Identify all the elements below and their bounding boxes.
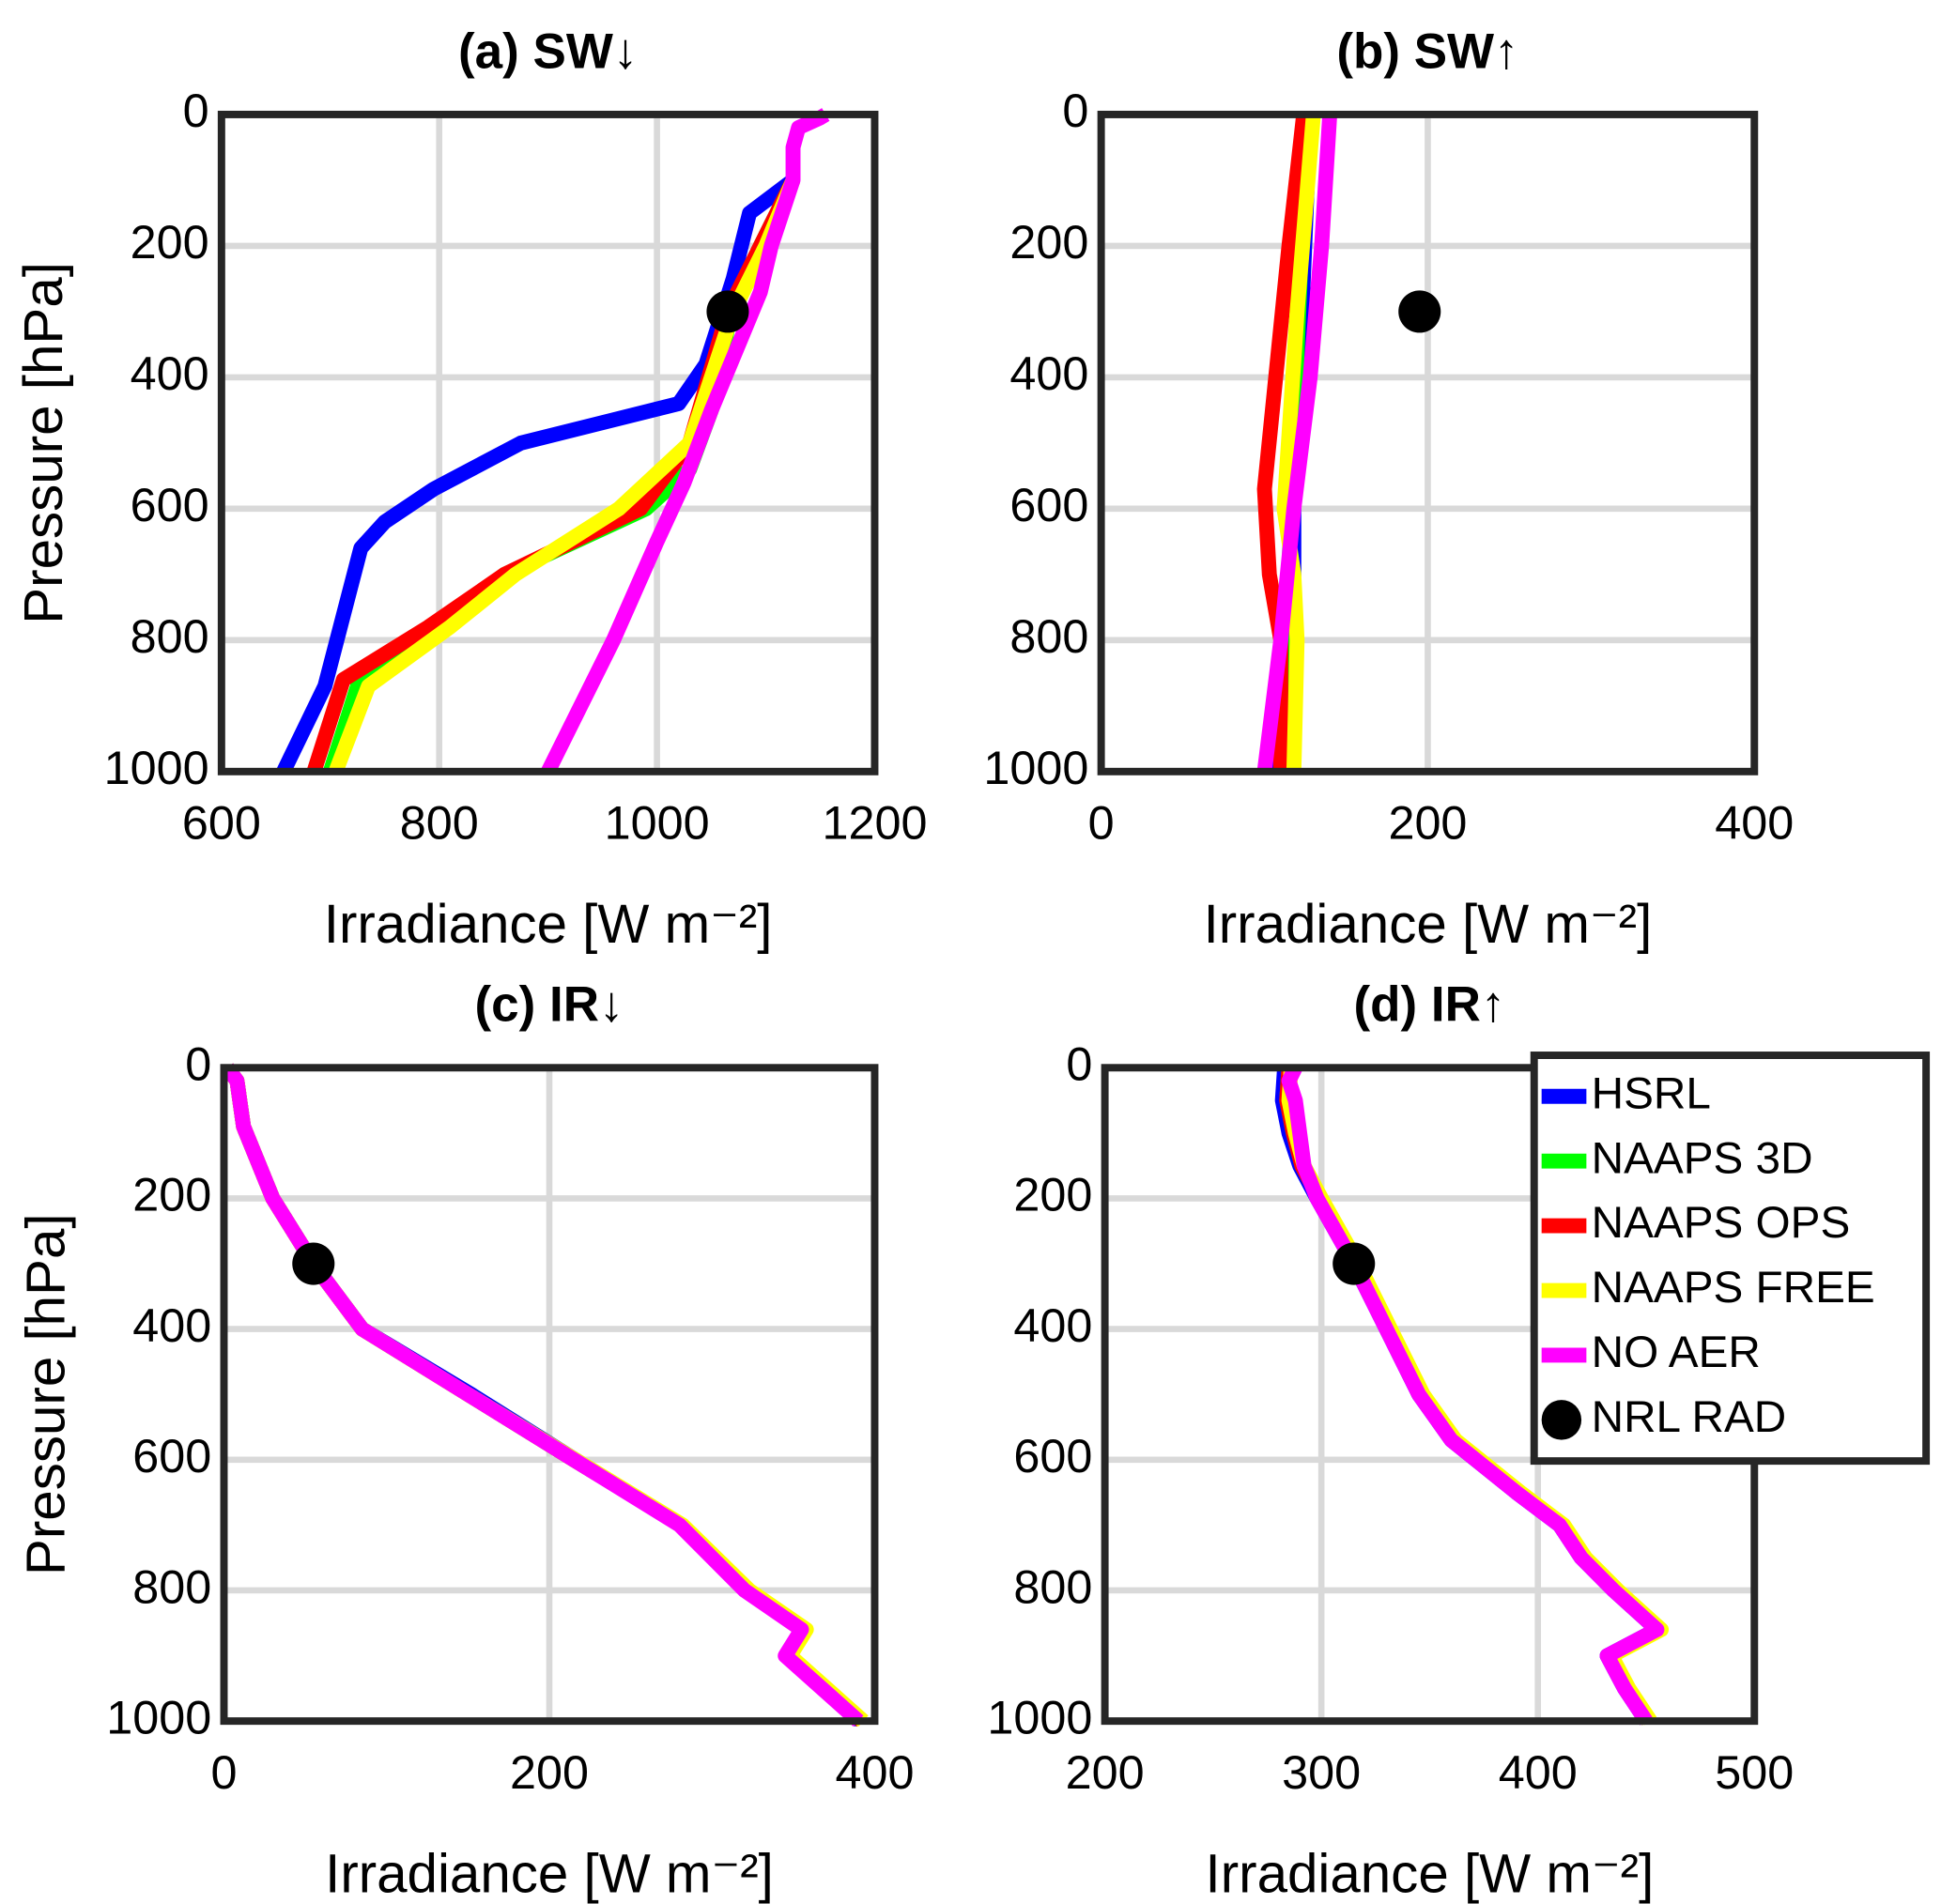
series-line — [276, 174, 798, 775]
x-tick-label: 0 — [1088, 795, 1115, 849]
x-axis-label: Irradiance [W m⁻²] — [1206, 1844, 1655, 1904]
series-line — [1281, 1064, 1665, 1726]
panel: 0 200 400 0 200 400 600 800 1000 (c) IR↓ Irradianc… — [15, 977, 914, 1904]
x-tick-label: 800 — [400, 795, 479, 849]
legend-box — [1530, 1052, 1931, 1466]
series-group — [1274, 1064, 1670, 1726]
y-tick-label: 800 — [132, 1559, 211, 1613]
x-tick-label: 200 — [510, 1745, 589, 1799]
y-tick-label: 400 — [132, 1298, 211, 1352]
y-axis-label: Pressure [hPa] — [15, 1213, 76, 1575]
y-tick-label: 0 — [1062, 84, 1088, 137]
legend-label: NAAPS FREE — [1592, 1263, 1875, 1313]
y-tick-label: 200 — [1009, 215, 1088, 269]
y-tick-label: 1000 — [983, 741, 1088, 794]
y-tick-label: 200 — [132, 1168, 211, 1221]
series-line — [329, 177, 800, 775]
x-axis-label: Irradiance [W m⁻²] — [325, 1844, 774, 1904]
y-axis-label: Pressure [hPa] — [13, 262, 74, 624]
point — [706, 290, 749, 333]
series-line — [223, 1063, 866, 1727]
y-tick-label: 800 — [1009, 609, 1088, 663]
x-tick-label: 1000 — [605, 795, 710, 849]
y-tick-label: 400 — [131, 346, 209, 400]
y-tick-label: 200 — [131, 215, 209, 269]
series-line — [223, 1063, 867, 1727]
point — [1333, 1242, 1376, 1285]
y-tick-label: 600 — [1009, 478, 1088, 531]
legend-label: NAAPS OPS — [1592, 1198, 1851, 1248]
y-tick-label: 800 — [131, 609, 209, 663]
plot-frame — [1097, 110, 1759, 775]
legend-label: HSRL — [1592, 1068, 1711, 1118]
point — [292, 1242, 335, 1285]
series-line — [541, 108, 830, 775]
x-tick-label: 300 — [1282, 1745, 1361, 1799]
series-line — [306, 177, 800, 775]
legend-label: NAAPS 3D — [1592, 1133, 1813, 1183]
y-tick-label: 200 — [1013, 1168, 1092, 1221]
y-tick-label: 1000 — [987, 1690, 1092, 1743]
x-axis-label: Irradiance [W m⁻²] — [1204, 894, 1653, 955]
x-tick-label: 500 — [1715, 1745, 1794, 1799]
chart-title: (a) SW↓ — [458, 23, 638, 79]
y-tick-label: 0 — [183, 84, 209, 137]
point — [1398, 290, 1441, 333]
legend-label: NRL RAD — [1592, 1392, 1787, 1442]
series-line — [223, 1063, 867, 1727]
x-tick-label: 400 — [1499, 1745, 1578, 1799]
series-line — [223, 1063, 869, 1727]
chart-title: (d) IR↑ — [1353, 977, 1505, 1033]
x-tick-label: 400 — [835, 1745, 914, 1799]
y-tick-label: 600 — [131, 478, 209, 531]
legend-marker — [1541, 1400, 1582, 1440]
y-tick-label: 800 — [1013, 1559, 1092, 1613]
panel: 0 200 400 0 200 400 600 800 1000 (b) SW↑ Irradianc… — [983, 23, 1794, 955]
x-tick-label: 0 — [211, 1745, 238, 1799]
y-tick-label: 1000 — [106, 1690, 211, 1743]
x-axis-label: Irradiance [W m⁻²] — [324, 894, 773, 955]
y-tick-label: 400 — [1013, 1298, 1092, 1352]
legend-label: NO AER — [1592, 1328, 1761, 1377]
series-line — [223, 1063, 864, 1727]
chart-title: (b) SW↑ — [1336, 23, 1518, 79]
y-tick-label: 400 — [1009, 346, 1088, 400]
y-tick-label: 0 — [1066, 1037, 1092, 1091]
series-group — [1256, 114, 1338, 773]
x-tick-label: 1200 — [822, 795, 927, 849]
y-tick-label: 1000 — [104, 741, 209, 794]
panel: 600 800 1000 1200 0 200 400 600 800 1000 (a) SW↓ Ir… — [13, 23, 928, 955]
x-tick-label: 200 — [1388, 795, 1467, 849]
chart-title: (c) IR↓ — [475, 977, 624, 1033]
series-group — [223, 1063, 869, 1727]
y-tick-label: 600 — [132, 1429, 211, 1482]
x-tick-label: 600 — [182, 795, 261, 849]
plot-frame — [220, 1064, 879, 1726]
plot-frame — [217, 110, 879, 775]
y-tick-label: 0 — [185, 1037, 211, 1091]
x-tick-label: 400 — [1715, 795, 1794, 849]
series-line — [323, 177, 800, 775]
series-line — [1256, 114, 1338, 773]
panel: 200 300 400 500 0 200 400 600 800 1000 (d) IR↑ Irra… — [987, 977, 1931, 1904]
y-tick-label: 600 — [1013, 1429, 1092, 1482]
x-tick-label: 200 — [1066, 1745, 1145, 1799]
series-group — [276, 108, 830, 775]
